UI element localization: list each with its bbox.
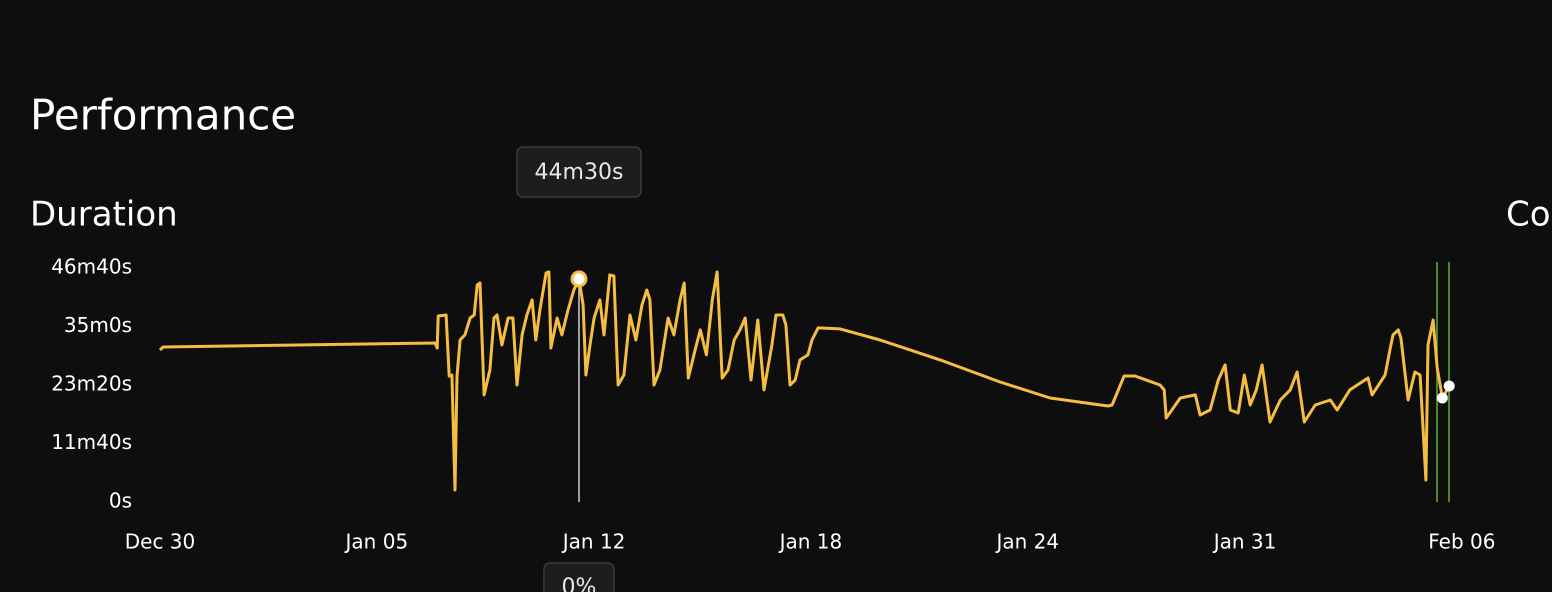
x-tick-label: Jan 18 bbox=[778, 530, 843, 554]
y-tick-label: 35m0s bbox=[64, 313, 132, 337]
x-tick-label: Jan 31 bbox=[1212, 530, 1277, 554]
range-point bbox=[1436, 392, 1448, 404]
x-tick-label: Jan 05 bbox=[344, 530, 409, 554]
y-tick-label: 46m40s bbox=[51, 255, 132, 279]
bottom-tooltip-box bbox=[543, 562, 615, 592]
bottom-tooltip-label: 0% bbox=[562, 575, 597, 592]
y-tick-label: 23m20s bbox=[51, 372, 132, 396]
x-tick-label: Feb 06 bbox=[1428, 530, 1495, 554]
plot bbox=[158, 270, 1455, 502]
duration-line bbox=[158, 270, 1451, 492]
tooltip-label: 44m30s bbox=[535, 160, 624, 185]
chart-title: Duration bbox=[30, 195, 178, 235]
y-tick-label: 11m40s bbox=[51, 430, 132, 454]
x-tick-label: Jan 24 bbox=[994, 530, 1059, 554]
next-panel-title: Co bbox=[1506, 195, 1551, 235]
section-heading: Performance bbox=[30, 91, 296, 140]
x-tick-label: Dec 30 bbox=[125, 530, 196, 554]
hover-point bbox=[570, 270, 588, 288]
tooltip-box bbox=[516, 146, 642, 198]
y-tick-label: 0s bbox=[109, 489, 132, 513]
range-point bbox=[1443, 380, 1455, 392]
x-tick-label: Jan 12 bbox=[561, 530, 626, 554]
